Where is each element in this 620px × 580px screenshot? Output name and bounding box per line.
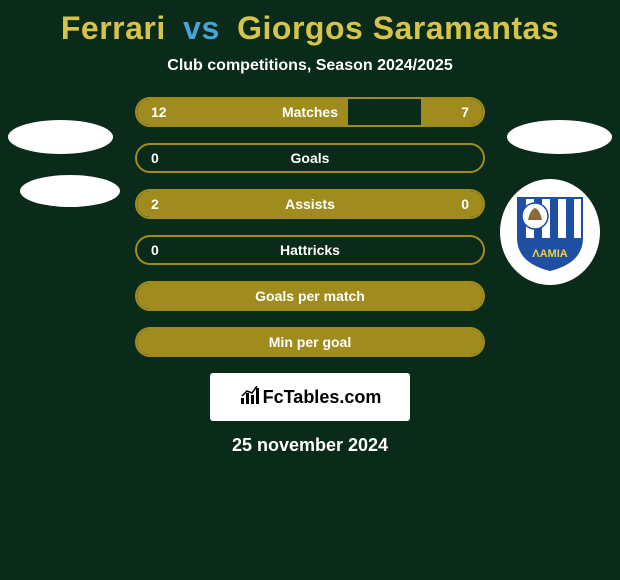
stat-label: Hattricks	[280, 242, 340, 258]
stat-row: Goals per match	[135, 281, 485, 311]
stat-row: Min per goal	[135, 327, 485, 357]
player2-club-logo-1	[507, 120, 612, 154]
stat-label: Matches	[282, 104, 338, 120]
stat-fill-right	[421, 99, 483, 125]
stat-label: Assists	[285, 196, 335, 212]
stat-value-left: 0	[151, 242, 159, 258]
stat-value-left: 12	[151, 104, 167, 120]
stat-label: Min per goal	[269, 334, 351, 350]
player2-name: Giorgos Saramantas	[237, 10, 559, 46]
date-text: 25 november 2024	[0, 435, 620, 456]
stat-row: Matches 12 7	[135, 97, 485, 127]
club-badge-icon: ΛΑΜΙΑ	[508, 190, 592, 274]
branding-badge: FcTables.com	[210, 373, 410, 421]
stat-label: Goals per match	[255, 288, 365, 304]
stats-container: Matches127Goals0Assists20Hattricks0Goals…	[135, 97, 485, 357]
stat-value-right: 7	[461, 104, 469, 120]
stat-label: Goals	[291, 150, 330, 166]
chart-icon	[239, 386, 259, 409]
stat-row: Goals 0	[135, 143, 485, 173]
stat-value-right: 0	[461, 196, 469, 212]
subtitle: Club competitions, Season 2024/2025	[0, 57, 620, 75]
stat-row: Assists 2 0	[135, 189, 485, 219]
player1-club-logo-1	[8, 120, 113, 154]
player2-club-logo-badge: ΛΑΜΙΑ	[500, 179, 600, 285]
svg-text:ΛΑΜΙΑ: ΛΑΜΙΑ	[532, 248, 568, 260]
vs-text: vs	[183, 10, 220, 46]
player1-club-logo-2	[20, 175, 120, 207]
branding-text: FcTables.com	[263, 387, 382, 408]
stat-row: Hattricks 0	[135, 235, 485, 265]
page-title: Ferrari vs Giorgos Saramantas	[0, 0, 620, 47]
stat-value-left: 2	[151, 196, 159, 212]
player1-name: Ferrari	[61, 10, 166, 46]
stat-fill-right	[414, 191, 483, 217]
stat-fill-left	[137, 191, 414, 217]
stat-value-left: 0	[151, 150, 159, 166]
